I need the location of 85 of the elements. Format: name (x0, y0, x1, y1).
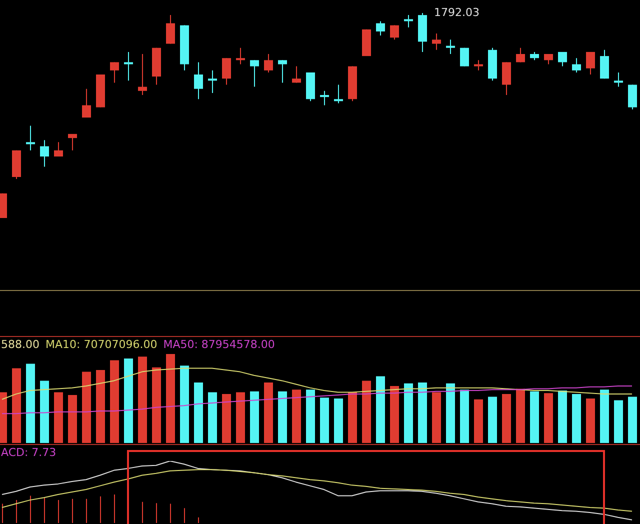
bar (68, 394, 77, 443)
candlestick (110, 62, 119, 84)
candlestick (432, 33, 441, 50)
bar (460, 390, 469, 443)
bar (40, 380, 49, 443)
bar (390, 386, 399, 443)
candlestick (614, 72, 623, 88)
bar (600, 390, 609, 443)
text: 588.00 (1, 338, 40, 351)
bar (54, 392, 63, 443)
candlestick (222, 58, 231, 86)
bar (222, 394, 231, 443)
bar (474, 399, 483, 443)
bar (418, 382, 427, 443)
candlestick (264, 54, 273, 73)
bar (334, 398, 343, 443)
bar (166, 354, 175, 443)
candlestick (166, 14, 175, 44)
candlestick (68, 133, 77, 151)
bar (348, 392, 357, 443)
bar (12, 368, 21, 443)
candlestick (474, 60, 483, 71)
candlestick (516, 47, 525, 63)
candlestick (26, 125, 35, 151)
bar (194, 382, 203, 443)
bar (586, 398, 595, 443)
bar (530, 391, 539, 443)
candlestick (82, 88, 91, 118)
candlestick (124, 51, 133, 82)
bar (152, 367, 161, 443)
bar (250, 391, 259, 443)
bar (446, 383, 455, 443)
candlestick (460, 47, 469, 67)
bar (26, 364, 35, 443)
bar (572, 394, 581, 443)
bar (544, 393, 553, 443)
candlestick (390, 24, 399, 40)
candlestick (40, 140, 49, 168)
candlestick (138, 54, 147, 96)
bar (404, 383, 413, 443)
bar (362, 380, 371, 443)
bar (320, 398, 329, 443)
candlestick (54, 142, 63, 157)
bar (516, 388, 525, 443)
text: ACD: 7.73 (1, 446, 56, 459)
bar (376, 376, 385, 443)
candlestick (404, 14, 413, 28)
candlestick (502, 62, 511, 96)
bar (432, 392, 441, 443)
candlestick (600, 49, 609, 80)
candlestick (586, 51, 595, 75)
candlestick (250, 60, 259, 88)
text: MA50: 87954578.00 (163, 338, 275, 351)
candlestick (544, 54, 553, 65)
candlestick (572, 58, 581, 73)
bar (138, 356, 147, 443)
bar (96, 370, 105, 443)
candlestick (558, 51, 567, 67)
candlestick (446, 39, 455, 54)
bar (180, 366, 189, 443)
bar (306, 390, 315, 443)
bar (208, 392, 217, 443)
bar (264, 382, 273, 443)
candlestick (194, 62, 203, 100)
candlestick (278, 60, 287, 84)
candlestick (628, 84, 637, 110)
bar (628, 396, 637, 443)
bar (236, 392, 245, 443)
bar (82, 372, 91, 443)
candlestick (208, 70, 217, 94)
bar (502, 394, 511, 443)
candlestick (236, 47, 245, 65)
bar (278, 391, 287, 443)
bar (110, 360, 119, 443)
candlestick (320, 90, 329, 106)
bar (124, 358, 133, 443)
candlestick (334, 84, 343, 104)
bar (292, 390, 301, 443)
annotation: 1792.03 (434, 6, 480, 19)
candlestick (292, 66, 301, 84)
bar (488, 396, 497, 443)
bar (558, 390, 567, 443)
bar (614, 400, 623, 443)
candlestick (376, 20, 385, 36)
series-label: MA10: 70707096.00 (46, 338, 158, 351)
